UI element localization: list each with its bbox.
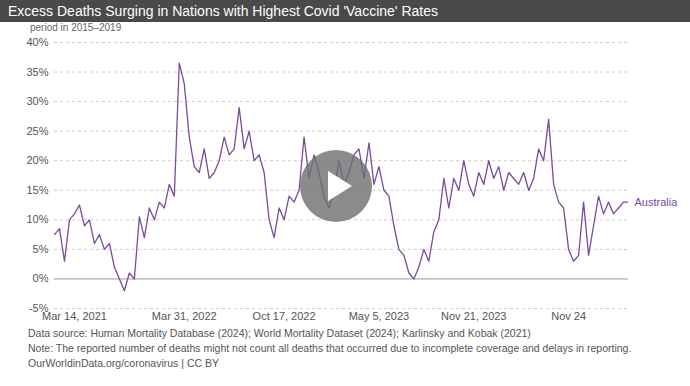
svg-text:20%: 20%	[26, 154, 48, 166]
html-text:Data source: Human Mortality D: Data source: Human Mortality Database (2…	[28, 327, 531, 339]
svg-text:May 5, 2023: May 5, 2023	[349, 310, 410, 322]
svg-text:Oct 17, 2022: Oct 17, 2022	[253, 310, 316, 322]
svg-text:25%: 25%	[26, 125, 48, 137]
svg-text:5%: 5%	[33, 243, 49, 255]
svg-text:35%: 35%	[26, 66, 48, 78]
svg-text:30%: 30%	[26, 95, 48, 107]
svg-text:-5%: -5%	[29, 302, 49, 314]
html-text:Excess Deaths Surging in Natio: Excess Deaths Surging in Nations with Hi…	[8, 3, 438, 19]
svg-text:0%: 0%	[33, 272, 49, 284]
svg-text:15%: 15%	[26, 184, 48, 196]
svg-text:Mar 31, 2022: Mar 31, 2022	[152, 310, 217, 322]
html-text:OurWorldinData.org/coronavirus: OurWorldinData.org/coronavirus | CC BY	[28, 357, 219, 369]
svg-text:40%: 40%	[26, 36, 48, 48]
svg-text:Nov 21, 2023: Nov 21, 2023	[441, 310, 506, 322]
html-text:period in 2015–2019: period in 2015–2019	[30, 22, 122, 33]
svg-text:Mar 14, 2021: Mar 14, 2021	[42, 310, 107, 322]
html-text:Note: The reported number of d: Note: The reported number of deaths migh…	[28, 342, 632, 354]
svg-text:10%: 10%	[26, 213, 48, 225]
svg-text:Nov 24: Nov 24	[551, 310, 586, 322]
svg-text:Australia: Australia	[635, 196, 679, 208]
